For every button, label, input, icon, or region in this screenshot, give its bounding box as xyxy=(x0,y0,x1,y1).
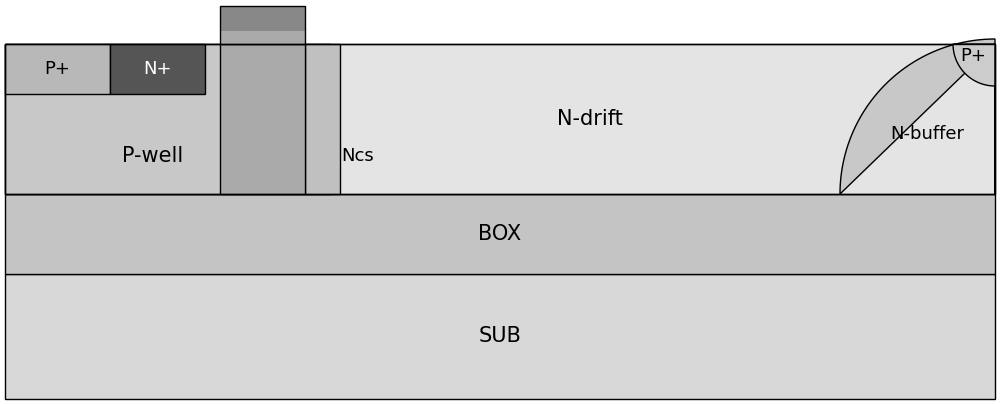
Text: N+: N+ xyxy=(143,60,172,78)
Text: P-well: P-well xyxy=(122,146,183,166)
Bar xyxy=(220,44,305,194)
Polygon shape xyxy=(840,39,995,194)
Bar xyxy=(5,44,330,194)
Bar xyxy=(220,31,305,44)
Bar xyxy=(5,194,995,274)
Text: N-drift: N-drift xyxy=(557,109,623,129)
Text: SUB: SUB xyxy=(479,326,521,347)
Bar xyxy=(110,44,205,94)
Bar xyxy=(5,274,995,399)
Bar xyxy=(220,6,305,31)
Text: P+: P+ xyxy=(45,60,70,78)
Text: Ncs: Ncs xyxy=(341,147,374,165)
Bar xyxy=(305,44,340,194)
Polygon shape xyxy=(953,44,995,86)
Bar xyxy=(220,6,305,44)
Text: P+: P+ xyxy=(960,47,986,65)
Bar xyxy=(5,44,995,194)
Text: N-buffer: N-buffer xyxy=(891,125,964,143)
Text: BOX: BOX xyxy=(478,224,522,244)
Bar xyxy=(5,44,995,194)
Bar xyxy=(5,44,110,94)
